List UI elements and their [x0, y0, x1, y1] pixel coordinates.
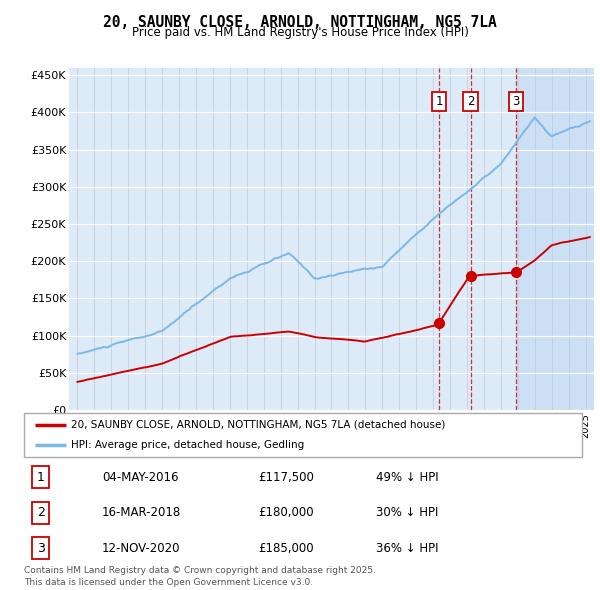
- Text: 3: 3: [37, 542, 44, 555]
- Text: £180,000: £180,000: [259, 506, 314, 519]
- Text: 36% ↓ HPI: 36% ↓ HPI: [376, 542, 438, 555]
- Bar: [515, 68, 594, 410]
- Text: 20, SAUNBY CLOSE, ARNOLD, NOTTINGHAM, NG5 7LA: 20, SAUNBY CLOSE, ARNOLD, NOTTINGHAM, NG…: [103, 15, 497, 30]
- Text: 04-MAY-2016: 04-MAY-2016: [102, 471, 179, 484]
- Text: 49% ↓ HPI: 49% ↓ HPI: [376, 471, 438, 484]
- Text: Price paid vs. HM Land Registry's House Price Index (HPI): Price paid vs. HM Land Registry's House …: [131, 26, 469, 39]
- Text: 20, SAUNBY CLOSE, ARNOLD, NOTTINGHAM, NG5 7LA (detached house): 20, SAUNBY CLOSE, ARNOLD, NOTTINGHAM, NG…: [71, 420, 446, 430]
- Text: HPI: Average price, detached house, Gedling: HPI: Average price, detached house, Gedl…: [71, 440, 305, 450]
- Text: £185,000: £185,000: [259, 542, 314, 555]
- Text: 3: 3: [512, 95, 519, 108]
- Text: 1: 1: [435, 95, 443, 108]
- FancyBboxPatch shape: [24, 413, 582, 457]
- Text: 12-NOV-2020: 12-NOV-2020: [102, 542, 181, 555]
- Text: 16-MAR-2018: 16-MAR-2018: [102, 506, 181, 519]
- Text: 2: 2: [467, 95, 474, 108]
- Text: £117,500: £117,500: [259, 471, 314, 484]
- Text: 1: 1: [37, 471, 44, 484]
- Text: 30% ↓ HPI: 30% ↓ HPI: [376, 506, 438, 519]
- Text: 2: 2: [37, 506, 44, 519]
- Text: Contains HM Land Registry data © Crown copyright and database right 2025.
This d: Contains HM Land Registry data © Crown c…: [24, 566, 376, 587]
